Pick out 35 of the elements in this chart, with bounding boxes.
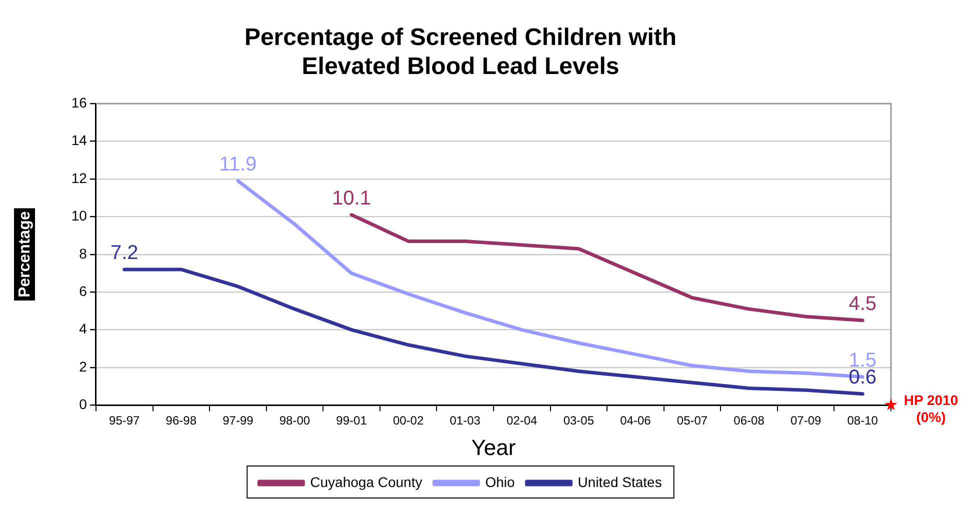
y-axis-title: Percentage [16, 211, 34, 298]
y-tick-label: 12 [71, 170, 88, 186]
y-tick-label: 4 [79, 320, 88, 337]
x-tick-label: 04-06 [620, 414, 652, 428]
y-tick-label: 0 [79, 396, 88, 412]
x-tick-label: 08-10 [847, 414, 878, 428]
x-tick-label: 03-05 [563, 414, 594, 428]
y-tick-label: 14 [71, 132, 88, 148]
y-tick-label: 6 [79, 282, 88, 299]
x-tick-label: 97-99 [222, 414, 254, 428]
data-label: 4.5 [848, 292, 877, 315]
text: HP 2010 (0%) [904, 392, 958, 426]
x-tick-label: 00-02 [392, 414, 424, 428]
x-tick-label: 07-09 [790, 414, 822, 428]
x-tick-label: 02-04 [506, 414, 538, 428]
x-tick-label: 01-03 [450, 414, 481, 428]
x-tick-label: 06-08 [734, 414, 765, 428]
x-tick-label: 99-01 [336, 414, 368, 428]
y-tick-label: 10 [71, 208, 88, 224]
y-tick-label: 16 [71, 94, 88, 110]
x-axis-title: Year [471, 434, 516, 460]
y-tick-label: 8 [79, 245, 88, 262]
x-tick-label: 98-00 [279, 414, 310, 428]
data-label: 7.2 [110, 242, 138, 264]
data-label: 11.9 [219, 153, 257, 176]
legend-label: Cuyahoga County [310, 474, 422, 490]
y-tick-label: 2 [79, 358, 88, 374]
legend-label: United States [578, 474, 662, 490]
legend-label: Ohio [485, 474, 516, 490]
chart-title: Percentage of Screened Children with Elevated Blood Lead Levels [244, 24, 677, 80]
data-label: 10.1 [332, 187, 371, 210]
data-label: 0.6 [848, 366, 877, 388]
x-tick-label: 05-07 [676, 414, 708, 428]
x-tick-label: 95-97 [109, 414, 140, 428]
x-tick-label: 96-98 [166, 414, 197, 428]
